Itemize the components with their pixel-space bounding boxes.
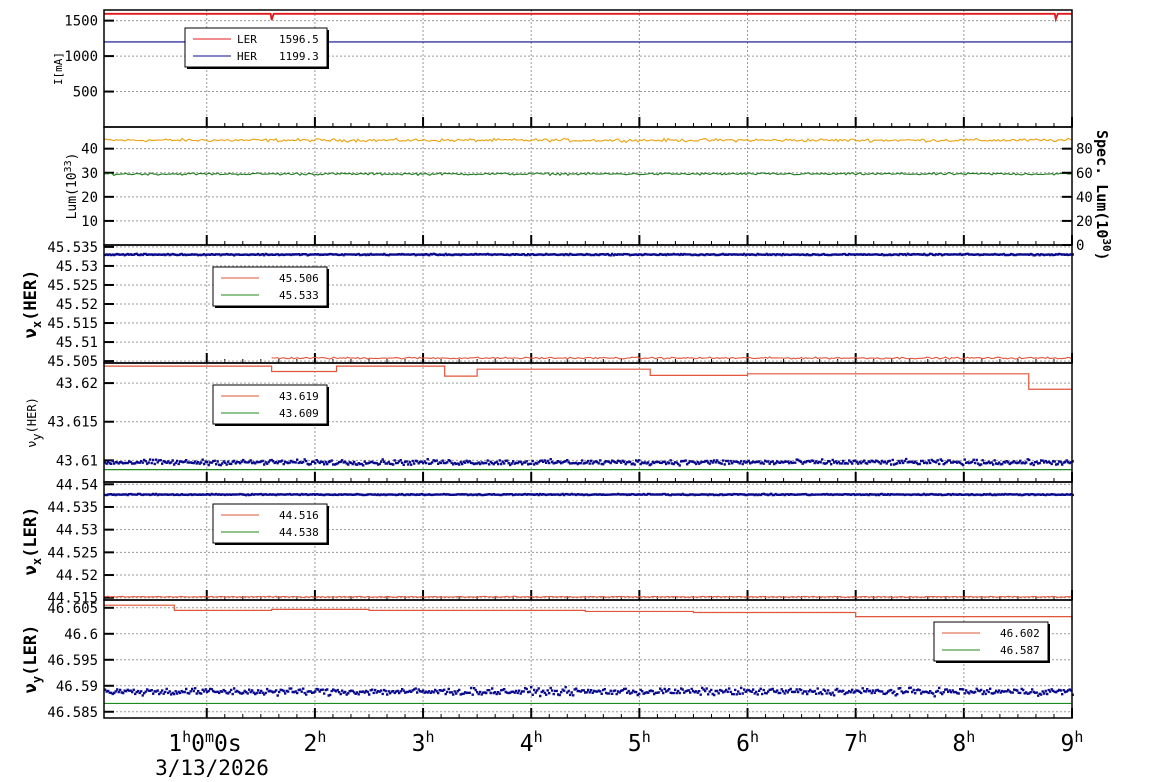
y-tick-label: 46.595 — [47, 653, 98, 669]
legend-value: 46.587 — [1000, 644, 1040, 657]
x-axis: 1h0m0s 3/13/2026 2h 3h 4h 5h 6h 7h 8h 9h — [155, 728, 1083, 780]
legend-box — [212, 266, 328, 307]
legend-value: 43.609 — [279, 407, 319, 420]
series-5-2 — [104, 492, 1074, 497]
y-tick-label: 43.62 — [56, 376, 98, 392]
y-axis-label: νy(LER) — [21, 625, 44, 694]
panel-frame — [103, 599, 1073, 719]
y2-tick-label: 60 — [1076, 166, 1093, 182]
series-3-2 — [104, 252, 1074, 257]
y-tick-label: 46.585 — [47, 705, 98, 721]
y-tick-label: 44.535 — [47, 500, 98, 516]
y-axis-label: νx(LER) — [21, 507, 44, 576]
y-tick-label: 45.51 — [56, 335, 98, 351]
y-tick-label: 10 — [81, 214, 98, 230]
x-tick-label: 7h — [844, 728, 867, 757]
y-tick-label: 45.515 — [47, 316, 98, 332]
y2-tick-label: 20 — [1076, 214, 1093, 230]
y-axis-label: Lum(1033) — [63, 153, 80, 220]
legend-box — [212, 503, 328, 544]
legend-value: 1199.3 — [279, 50, 319, 63]
y2-tick-label: 80 — [1076, 142, 1093, 158]
legend-value: 44.538 — [279, 526, 319, 539]
legend-name: LER — [237, 33, 257, 46]
x-tick-label: 5h — [628, 728, 651, 757]
panel-5: 44.515 44.52 44.525 44.53 44.535 44.54 νx(LER)… — [21, 477, 1074, 607]
legend-value: 44.516 — [279, 509, 319, 522]
legend-value: 45.506 — [279, 272, 319, 285]
y-tick-label: 500 — [73, 85, 98, 101]
y-axis-label: I[mA] — [52, 52, 65, 85]
legend: 43.619 43.609 — [212, 384, 329, 426]
series-6-1 — [104, 604, 1073, 621]
series-6-3 — [104, 686, 1074, 698]
x-tick-label: 2h — [303, 728, 326, 757]
series-2-2 — [103, 171, 1073, 177]
y-axis-label: νy(HER) — [25, 397, 44, 448]
y2-tick-label: 0 — [1076, 238, 1084, 254]
y-tick-label: 44.53 — [56, 523, 98, 539]
legend-box — [184, 27, 328, 68]
x-tick-label: 6h — [736, 728, 759, 757]
y-tick-label: 46.59 — [56, 679, 98, 695]
legend-value: 43.619 — [279, 390, 319, 403]
series-4-3 — [104, 457, 1074, 467]
legend: 44.516 44.538 — [212, 503, 329, 545]
series-2-1 — [103, 137, 1073, 144]
y2-tick-label: 40 — [1076, 190, 1093, 206]
series-4-1 — [104, 365, 1072, 390]
y2-axis-label: Spec. Lum(1030) — [1093, 130, 1113, 261]
legend: 45.506 45.533 — [212, 266, 329, 308]
x-date-label: 3/13/2026 — [155, 756, 269, 780]
y-tick-label: 30 — [81, 166, 98, 182]
legend-value: 1596.5 — [279, 33, 319, 46]
y-tick-label: 1000 — [64, 49, 98, 65]
y-tick-label: 46.605 — [47, 601, 98, 617]
y-tick-label: 45.535 — [47, 240, 98, 256]
y-tick-label: 1500 — [64, 14, 98, 30]
legend-box — [933, 621, 1049, 662]
legend-name: HER — [237, 50, 257, 63]
chart-panels: 500 1000 1500 I[mA] LER 1596.5 HER 1199.3 10 20 30… — [21, 9, 1113, 721]
y-tick-label: 45.525 — [47, 278, 98, 294]
y-tick-label: 44.52 — [56, 568, 98, 584]
legend: LER 1596.5 HER 1199.3 — [184, 27, 329, 69]
legend-value: 46.602 — [1000, 627, 1040, 640]
legend-value: 45.533 — [279, 289, 319, 302]
y-tick-label: 44.54 — [56, 477, 98, 493]
y-tick-label: 46.6 — [64, 627, 98, 643]
series-1-1 — [104, 12, 1072, 23]
x-tick-label: 9h — [1061, 728, 1084, 757]
panel-frame — [103, 126, 1073, 246]
legend-box — [212, 384, 328, 425]
y-tick-label: 20 — [81, 190, 98, 206]
x-tick-label: 8h — [952, 728, 975, 757]
y-tick-label: 43.61 — [56, 453, 98, 469]
x-tick-label: 4h — [520, 728, 543, 757]
y-tick-label: 44.525 — [47, 545, 98, 561]
y-tick-label: 43.615 — [47, 415, 98, 431]
y-tick-label: 45.505 — [47, 354, 98, 370]
series-5-1 — [103, 595, 1073, 599]
y-axis-label: νx(HER) — [21, 270, 44, 339]
panel-4: 43.61 43.615 43.62 νy(HER) 43.619 43.609 — [25, 362, 1074, 483]
y-tick-label: 45.53 — [56, 259, 98, 275]
series-3-1 — [271, 356, 1072, 360]
y-tick-label: 45.52 — [56, 297, 98, 313]
x-tick-label: 3h — [412, 728, 435, 757]
y-tick-label: 40 — [81, 142, 98, 158]
y-tick-label: 44.515 — [47, 591, 98, 607]
legend: 46.602 46.587 — [933, 621, 1050, 663]
x-tick-label-first: 1h0m0s — [168, 728, 241, 757]
panel-1: 500 1000 1500 I[mA] LER 1596.5 HER 1199.3 — [52, 9, 1073, 128]
panel-3: 45.505 45.51 45.515 45.52 45.525 45.53 45.535ν… — [21, 240, 1074, 370]
